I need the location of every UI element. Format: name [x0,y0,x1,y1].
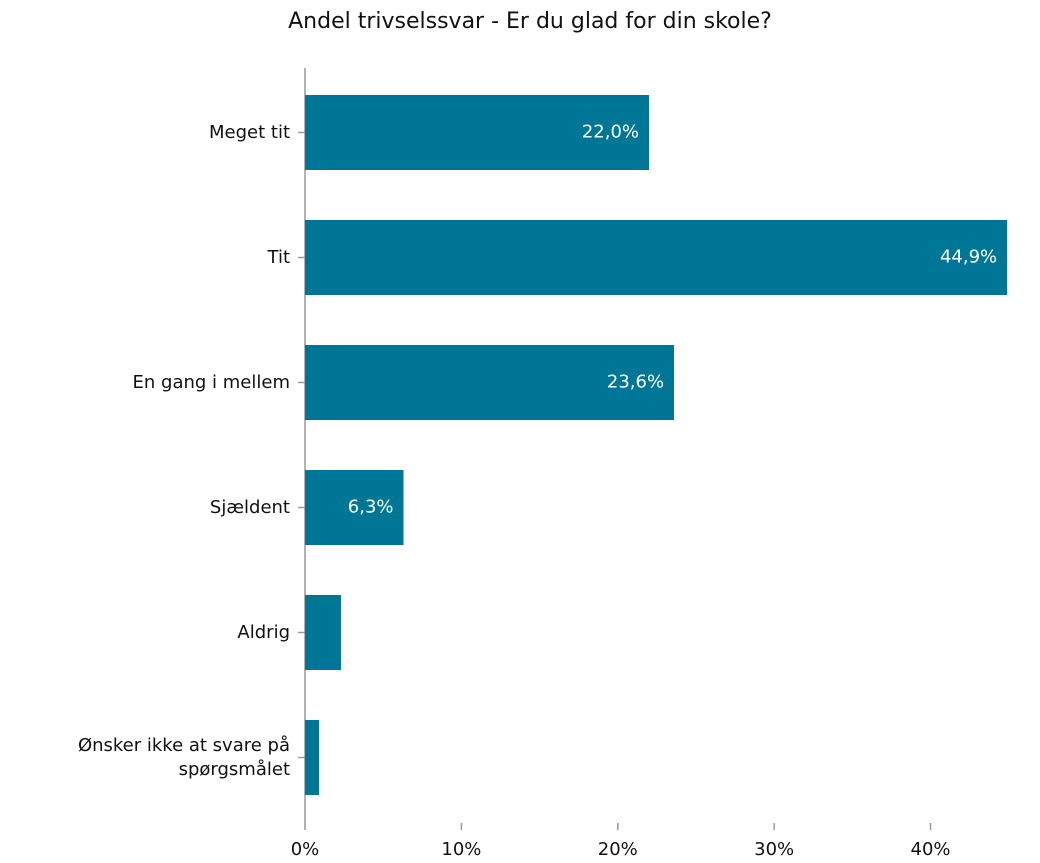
y-tick-label: Ønsker ikke at svare på spørgsmålet [77,734,290,780]
x-tick-label: 10% [441,839,481,860]
bar [305,470,404,545]
y-tick-label: En gang i mellem [132,371,290,393]
value-label: 22,0% [582,122,639,143]
y-tick-label: Tit [267,246,291,268]
chart-title: Andel trivselssvar - Er du glad for din … [288,9,772,34]
y-tick-label: Sjældent [209,496,290,518]
y-tick-label: Meget tit [209,121,290,143]
y-tick-label: Aldrig [237,621,290,643]
bar [305,345,675,420]
x-tick-label: 40% [911,839,951,860]
x-tick-label: 0% [291,839,320,860]
bar [305,95,650,170]
x-tick-label: 20% [598,839,638,860]
bar [305,595,341,670]
value-label: 44,9% [940,247,997,268]
bar [305,720,320,795]
x-tick-label: 30% [754,839,794,860]
value-label: 6,3% [348,497,394,518]
bar [305,220,1008,295]
value-label: 23,6% [607,372,664,393]
